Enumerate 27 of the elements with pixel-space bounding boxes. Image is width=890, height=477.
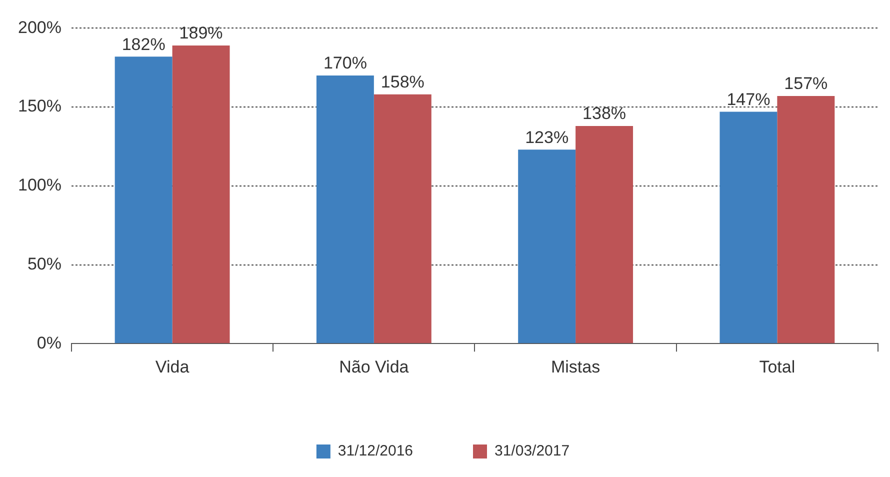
bar <box>576 126 634 344</box>
bar <box>114 56 172 344</box>
data-label: 157% <box>784 74 828 94</box>
bar <box>720 112 778 344</box>
y-tick-label: 0% <box>36 333 62 352</box>
y-tick-label: 100% <box>18 176 62 195</box>
y-tick-label: 50% <box>27 254 62 274</box>
bar <box>374 94 432 344</box>
data-label: 182% <box>122 34 166 54</box>
x-tick-label: Total <box>759 357 796 376</box>
data-label: 189% <box>179 24 223 43</box>
data-label: 138% <box>582 104 626 124</box>
legend-label: 31/03/2017 <box>494 442 570 460</box>
bar <box>518 150 576 344</box>
data-label: 170% <box>323 54 367 73</box>
x-tick-label: Vida <box>155 357 190 376</box>
x-tick-label: Mistas <box>550 357 600 376</box>
bar <box>777 96 835 344</box>
data-label: 123% <box>525 128 569 147</box>
y-tick-label: 200% <box>18 18 62 37</box>
bar <box>172 46 230 344</box>
x-tick-label: Não Vida <box>339 357 410 376</box>
y-tick-label: 150% <box>18 96 62 116</box>
legend-label: 31/12/2016 <box>338 442 414 460</box>
data-label: 147% <box>726 90 770 109</box>
bar <box>316 76 374 344</box>
data-label: 158% <box>380 72 424 92</box>
